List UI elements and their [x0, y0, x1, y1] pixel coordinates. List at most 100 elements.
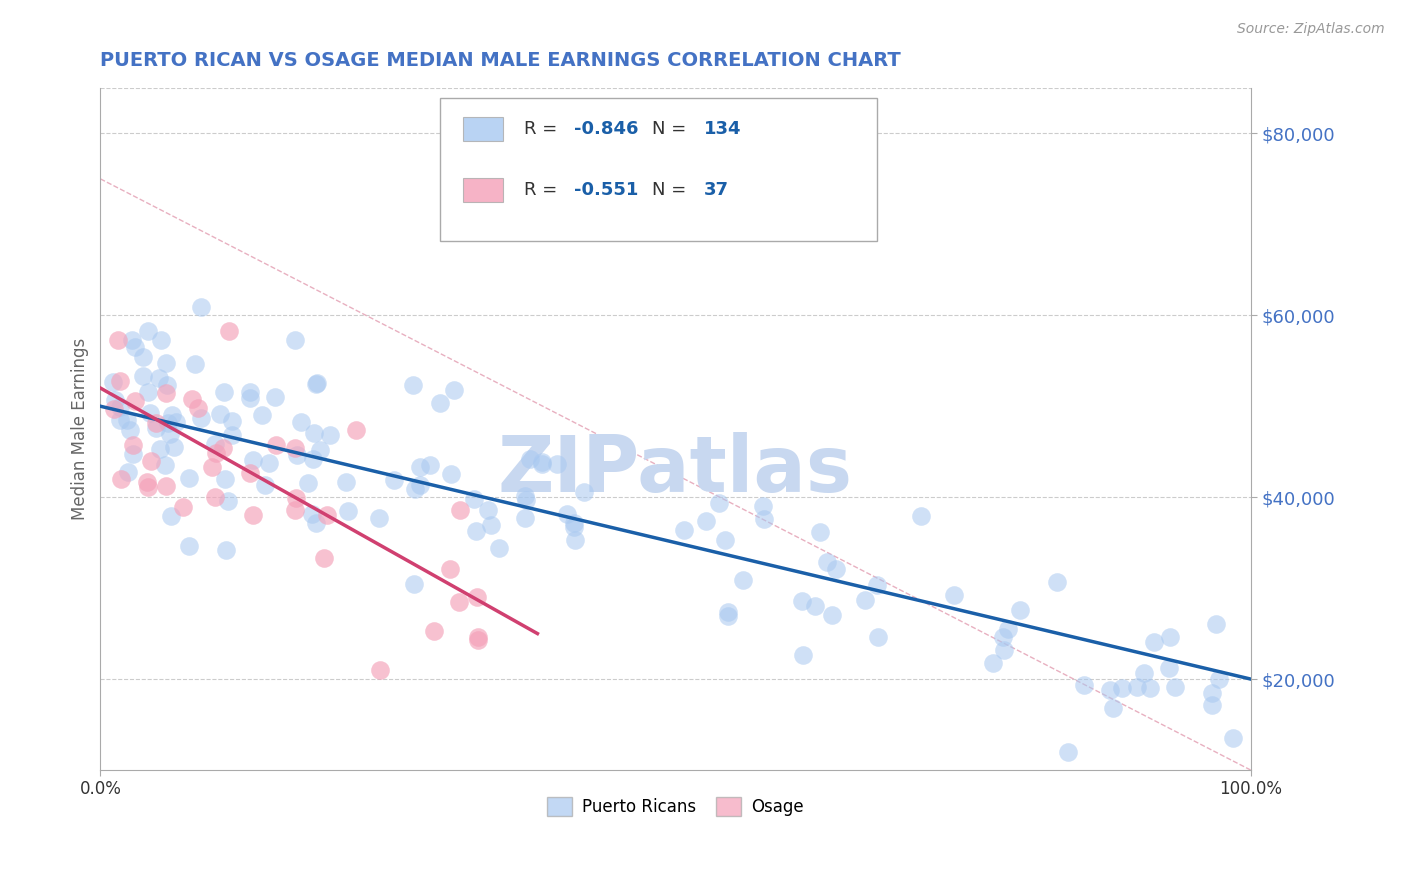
Point: [731, 574, 754, 588]
Point: [239, 384, 262, 399]
Point: [145, 421, 167, 435]
Point: [155, 458, 177, 472]
Point: [121, 447, 143, 461]
Text: -0.551: -0.551: [574, 181, 638, 199]
Point: [239, 391, 262, 405]
Point: [117, 465, 139, 479]
Point: [118, 423, 141, 437]
Point: [409, 478, 432, 492]
Point: [513, 489, 536, 503]
Point: [108, 413, 131, 427]
Point: [465, 590, 488, 604]
Point: [238, 466, 260, 480]
Point: [409, 459, 432, 474]
Point: [993, 643, 1015, 657]
Point: [305, 516, 328, 530]
Point: [464, 524, 486, 538]
Point: [149, 442, 172, 456]
Point: [204, 436, 226, 450]
Point: [449, 502, 471, 516]
Text: R =: R =: [523, 181, 562, 199]
Point: [477, 503, 499, 517]
Point: [402, 577, 425, 591]
Point: [557, 507, 579, 521]
Point: [319, 427, 342, 442]
Text: PUERTO RICAN VS OSAGE MEDIAN MALE EARNINGS CORRELATION CHART: PUERTO RICAN VS OSAGE MEDIAN MALE EARNIN…: [100, 51, 901, 70]
Point: [673, 523, 696, 537]
Point: [695, 514, 717, 528]
Point: [792, 648, 814, 662]
Point: [103, 376, 125, 390]
Text: 37: 37: [704, 181, 730, 199]
Point: [1222, 731, 1244, 745]
Point: [1073, 678, 1095, 692]
Point: [136, 324, 159, 338]
Point: [467, 632, 489, 647]
Point: [212, 441, 235, 455]
Point: [443, 383, 465, 397]
Point: [707, 496, 730, 510]
Point: [546, 457, 568, 471]
Point: [159, 427, 181, 442]
Point: [155, 356, 177, 370]
Point: [488, 541, 510, 555]
Point: [242, 453, 264, 467]
Point: [139, 406, 162, 420]
Point: [264, 437, 287, 451]
Point: [155, 385, 177, 400]
Point: [104, 392, 127, 407]
Point: [314, 550, 336, 565]
Point: [1057, 745, 1080, 759]
Point: [302, 452, 325, 467]
Point: [824, 562, 846, 576]
Point: [165, 415, 187, 429]
Point: [190, 301, 212, 315]
Point: [284, 441, 307, 455]
Point: [160, 509, 183, 524]
Point: [172, 500, 194, 515]
Point: [187, 401, 209, 416]
Point: [519, 452, 541, 467]
Point: [564, 533, 586, 547]
FancyBboxPatch shape: [440, 98, 877, 241]
Point: [463, 491, 485, 506]
Point: [1101, 701, 1123, 715]
Point: [804, 599, 827, 613]
Point: [449, 595, 471, 609]
Point: [290, 415, 312, 429]
Point: [868, 630, 890, 644]
Point: [121, 438, 143, 452]
Point: [368, 511, 391, 525]
Point: [217, 493, 239, 508]
Point: [103, 402, 125, 417]
Point: [808, 524, 831, 539]
Point: [179, 471, 201, 485]
Legend: Puerto Ricans, Osage: Puerto Ricans, Osage: [540, 790, 810, 823]
Point: [752, 512, 775, 526]
Point: [221, 428, 243, 442]
Point: [242, 508, 264, 523]
Bar: [463, 117, 503, 141]
Point: [1139, 681, 1161, 695]
Point: [1046, 575, 1069, 590]
Point: [404, 482, 426, 496]
Point: [335, 475, 357, 489]
Y-axis label: Median Male Earnings: Median Male Earnings: [72, 338, 89, 520]
Bar: [463, 178, 503, 202]
Point: [214, 472, 236, 486]
Point: [304, 377, 326, 392]
Point: [284, 503, 307, 517]
Point: [717, 609, 740, 624]
Point: [866, 578, 889, 592]
Point: [263, 390, 285, 404]
Point: [110, 401, 132, 415]
Point: [419, 458, 441, 472]
Point: [205, 446, 228, 460]
Point: [422, 624, 444, 638]
Point: [257, 456, 280, 470]
Point: [910, 508, 932, 523]
Point: [1143, 635, 1166, 649]
Point: [1010, 603, 1032, 617]
Point: [1159, 630, 1181, 644]
Point: [993, 630, 1015, 644]
